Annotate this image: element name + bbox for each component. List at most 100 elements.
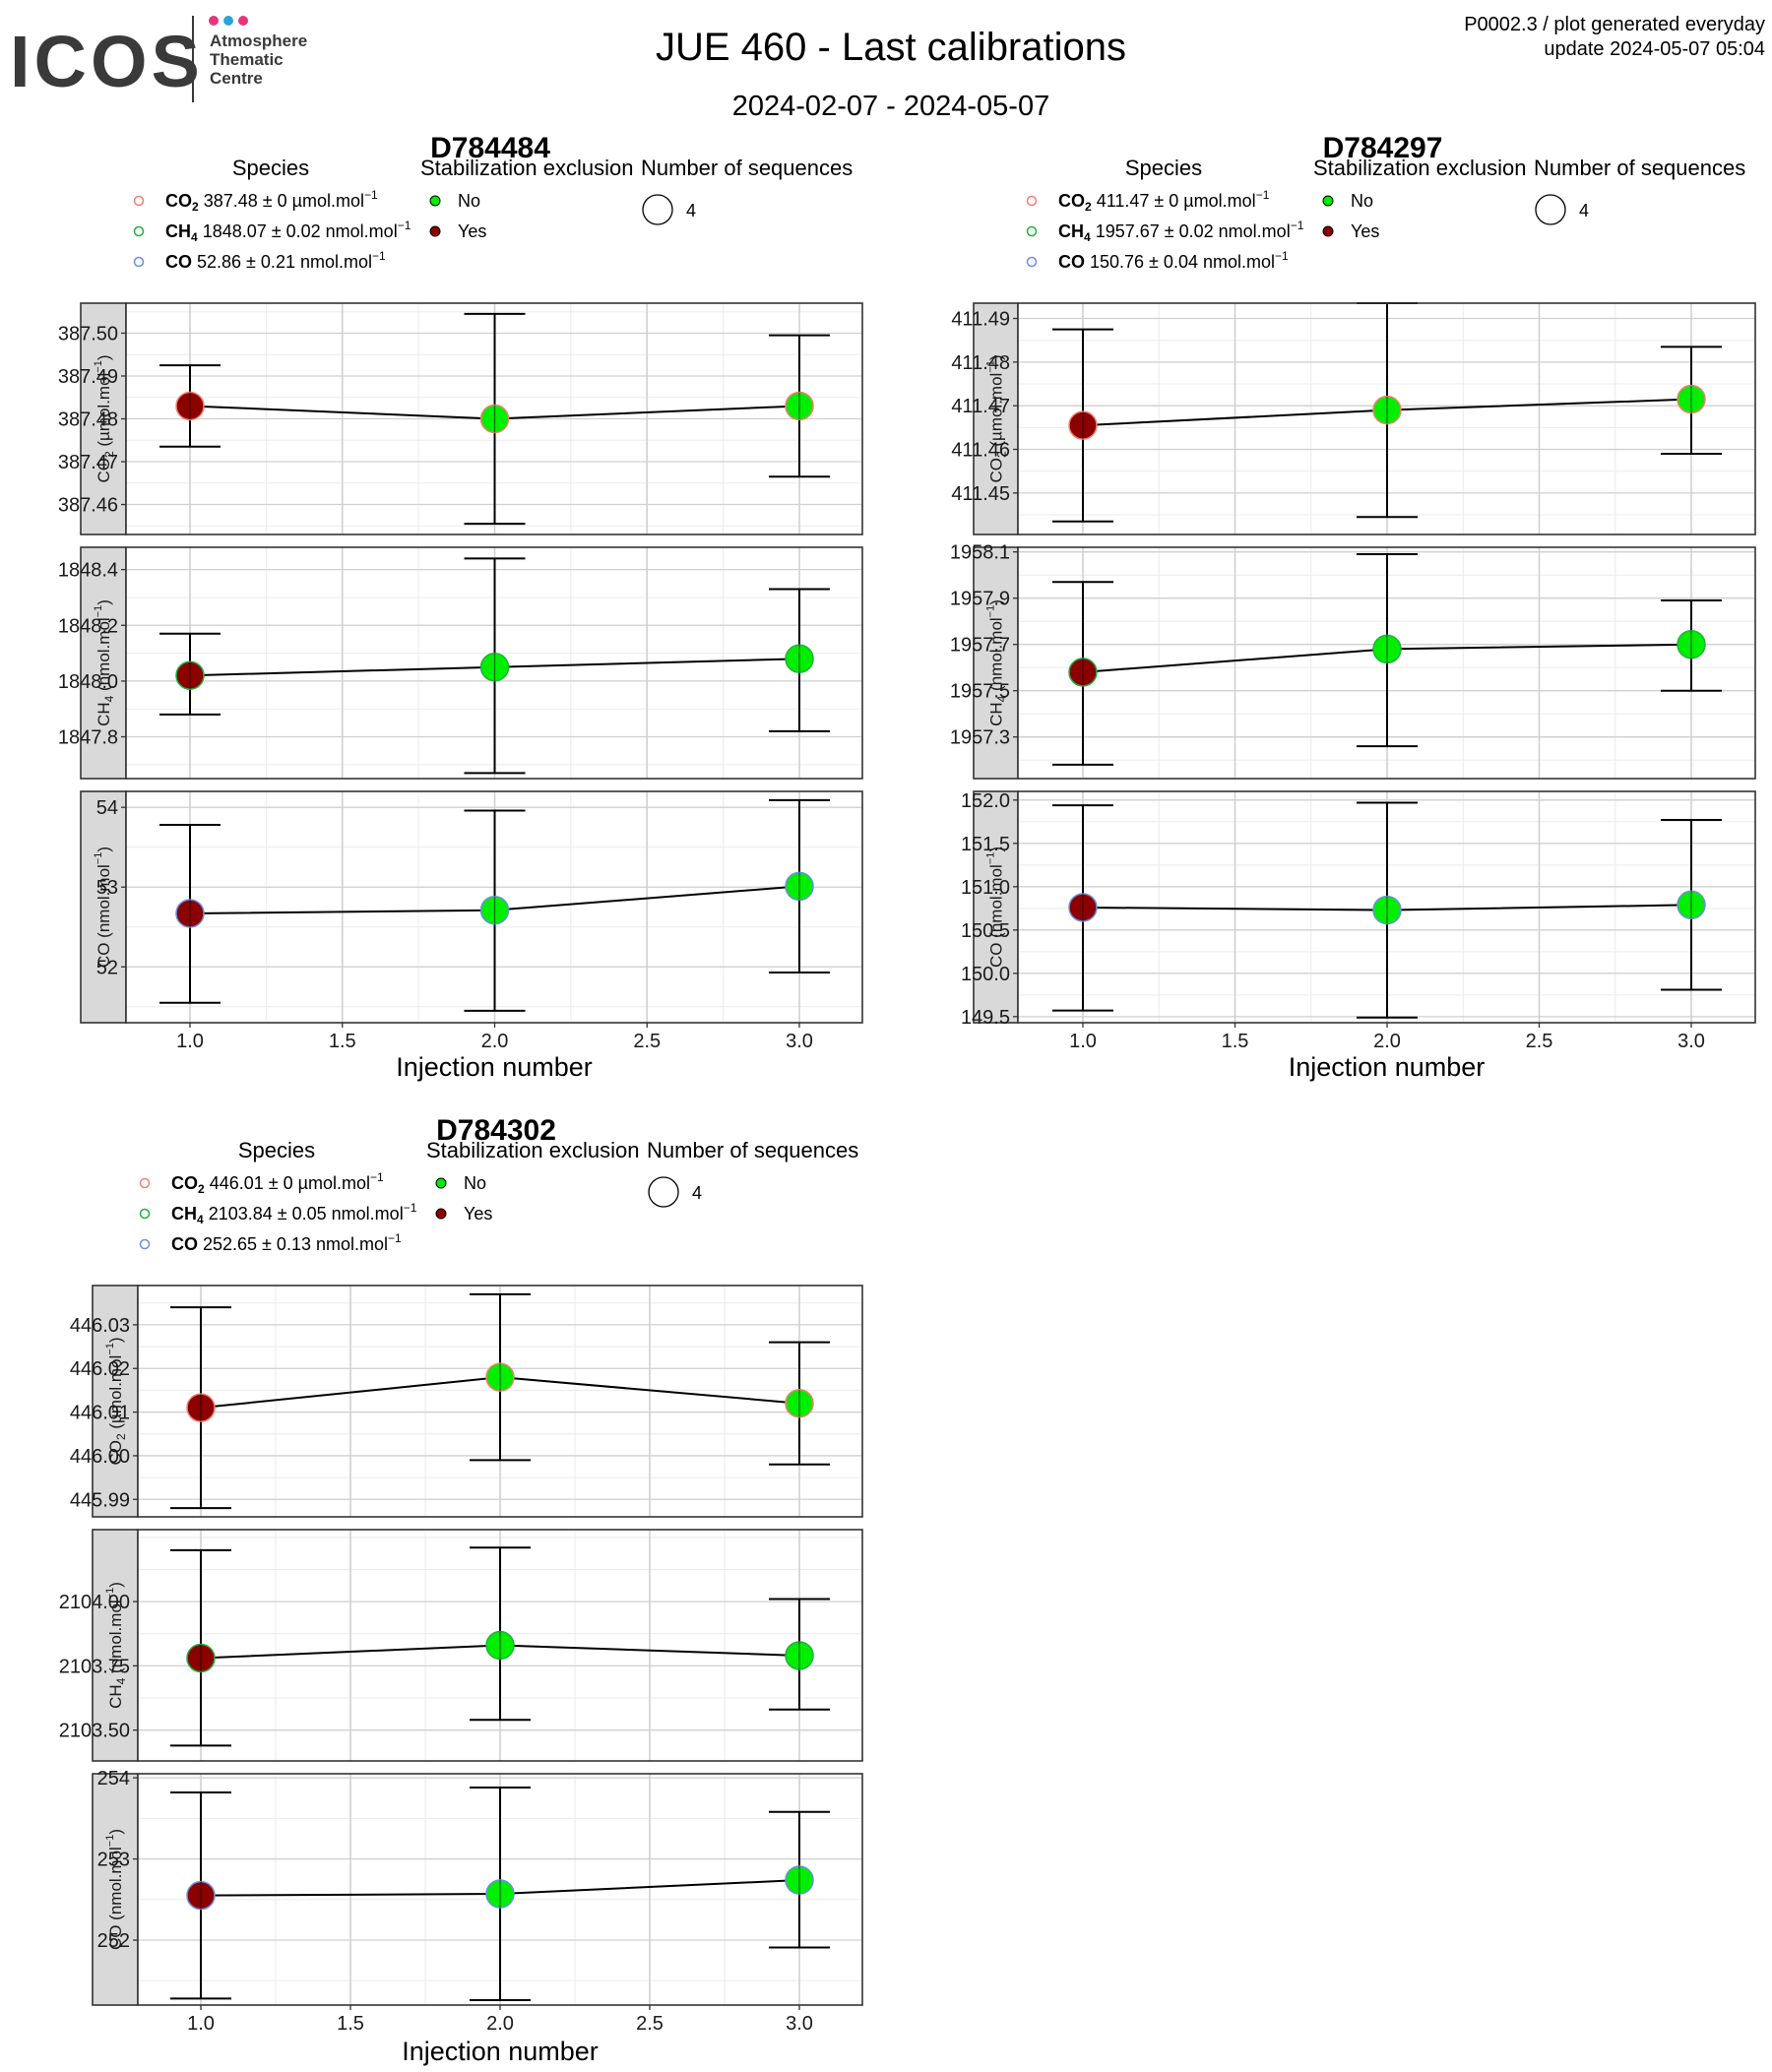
y-tick-label: 411.47 [951,396,1010,417]
strip-label: CO2 (µmol.mol−1) [985,354,1009,482]
x-tick-label: 1.5 [329,1031,356,1052]
legend-label-no: No [464,1173,486,1193]
y-tick-label: 252 [97,1930,130,1952]
legend-key-yes [1322,225,1334,237]
strip-co [973,790,1019,1024]
strip-co2 [92,1285,139,1518]
strip-label: CO (nmol.mol−1) [985,847,1006,968]
x-tick-label: 1.5 [1222,1031,1249,1052]
legend-title-stabilization: Stabilization exclusion [420,156,633,180]
y-tick-label: 149.5 [961,1007,1010,1029]
strip-label: CH4 (nmol.mol−1) [985,599,1009,726]
legend-title-sequences: Number of sequences [1534,156,1745,180]
panel-ch4: CH4 (nmol.mol−1)1847.8 1848.0 1848.2 1848.4 [58,546,863,780]
legend-key-ch4 [133,225,145,237]
x-tick-label: 2.5 [636,2013,664,2035]
y-tick-label: 2104.00 [59,1592,130,1613]
y-tick-label: 152.0 [961,790,1010,812]
y-tick-label: 1847.8 [58,727,118,749]
panel-border [1017,302,1756,535]
y-tick-label: 445.99 [70,1489,130,1511]
panel-co: CO (nmol.mol−1)252 253 254 [92,1768,863,2006]
legend-key-size [1535,194,1566,225]
legend-key-ch4 [1026,225,1038,237]
x-tick-label: 2.5 [1526,1031,1553,1052]
legend-species-label: CH4 1957.67 ± 0.02 nmol.mol−1 [1058,219,1304,244]
y-tick-label: 2103.75 [59,1656,130,1677]
panel-co: CO (nmol.mol−1)52 53 54 [80,790,863,1024]
x-tick-label: 1.0 [1069,1031,1097,1052]
legend-key-size [642,194,673,225]
legend-key-co2 [139,1177,151,1189]
y-tick-label: 387.48 [58,409,118,431]
y-tick-label: 1957.9 [950,589,1010,610]
y-tick-label: 411.45 [951,483,1010,505]
y-tick-label: 446.03 [70,1315,130,1337]
legend-key-yes [435,1208,447,1220]
y-tick-label: 150.5 [961,920,1010,942]
y-tick-label: 1848.2 [58,615,118,637]
strip-co2 [973,302,1019,535]
chart-title: D784297 [1323,132,1443,164]
panel-border [125,546,863,780]
chart-D784484: D784484 Species Stabilization exclusion Num… [58,132,863,1082]
legend-species-label: CH4 2103.84 ± 0.05 nmol.mol−1 [171,1201,417,1226]
panel-ch4: CH4 (nmol.mol−1) 2103.50 2103.75 2104.00 [59,1529,863,1762]
strip-label: CO2 (µmol.mol−1) [93,354,116,482]
y-tick-label: 53 [96,877,118,899]
y-tick-label: 446.02 [70,1358,130,1380]
legend-key-ch4 [139,1208,151,1220]
y-tick-label: 387.50 [58,323,118,345]
logo-sub-1: Atmosphere [210,31,307,50]
y-tick-label: 411.48 [951,352,1010,374]
y-tick-label: 151.5 [961,834,1010,855]
x-tick-label: 2.5 [633,1031,661,1052]
y-tick-label: 387.49 [58,366,118,388]
strip-label: CH4 (nmol.mol−1) [93,599,116,726]
charts: D784484 Species Stabilization exclusion Num… [58,132,1756,2066]
strip-co2 [80,302,127,535]
strip-label: CO2 (µmol.mol−1) [104,1337,128,1465]
panel-border [125,302,863,535]
y-tick-label: 253 [97,1850,130,1871]
legend-key-co [1026,256,1038,268]
x-tick-label: 1.0 [187,2013,215,2035]
y-tick-label: 411.46 [951,440,1010,462]
header: ICOS Atmosphere Thematic Centre JUE 460 … [10,14,1765,122]
legend-label-size: 4 [686,201,696,220]
y-tick-label: 1957.5 [950,681,1010,703]
legend-species-label: CO2 411.47 ± 0 µmol.mol−1 [1058,188,1270,214]
legend-key-co2 [133,195,145,207]
panel-border [137,1529,863,1762]
y-tick-label: 1957.7 [950,635,1010,657]
legend-species-label: CO2 387.48 ± 0 µmol.mol−1 [165,188,378,214]
chart-title: D784302 [436,1114,556,1147]
y-tick-label: 254 [97,1768,130,1789]
chart-title: D784484 [430,132,550,164]
logo-dot-pink-2 [238,16,248,26]
strip-co [80,790,127,1024]
x-tick-label: 1.0 [176,1031,204,1052]
panel-co2: CO2 (µmol.mol−1) 445.99 446.00 446.01 446.02… [70,1285,863,1518]
legend-key-no [429,195,441,207]
legend-label-yes: Yes [464,1204,492,1224]
y-tick-label: 151.0 [961,877,1010,899]
legend-species-label: CO 52.86 ± 0.21 nmol.mol−1 [165,249,386,272]
strip-ch4 [80,546,127,780]
legend-species-label: CH4 1848.07 ± 0.02 nmol.mol−1 [165,219,411,244]
legend-title-species: Species [232,156,309,180]
legend-key-size [648,1176,679,1208]
y-tick-label: 1848.4 [58,560,118,582]
x-tick-label: 3.0 [786,1031,813,1052]
y-tick-label: 387.46 [58,495,118,517]
chart-D784302: D784302 Species Stabilization exclusion Num… [59,1114,863,2066]
legend-label-no: No [1351,191,1373,211]
legend-title-species: Species [1125,156,1202,180]
x-tick-label: 2.0 [481,1031,509,1052]
legend-label-yes: Yes [1351,221,1379,241]
x-axis-label: Injection number [1289,1052,1486,1082]
page-title: JUE 460 - Last calibrations [656,26,1126,69]
strip-ch4 [973,546,1019,780]
y-tick-label: 150.0 [961,964,1010,985]
